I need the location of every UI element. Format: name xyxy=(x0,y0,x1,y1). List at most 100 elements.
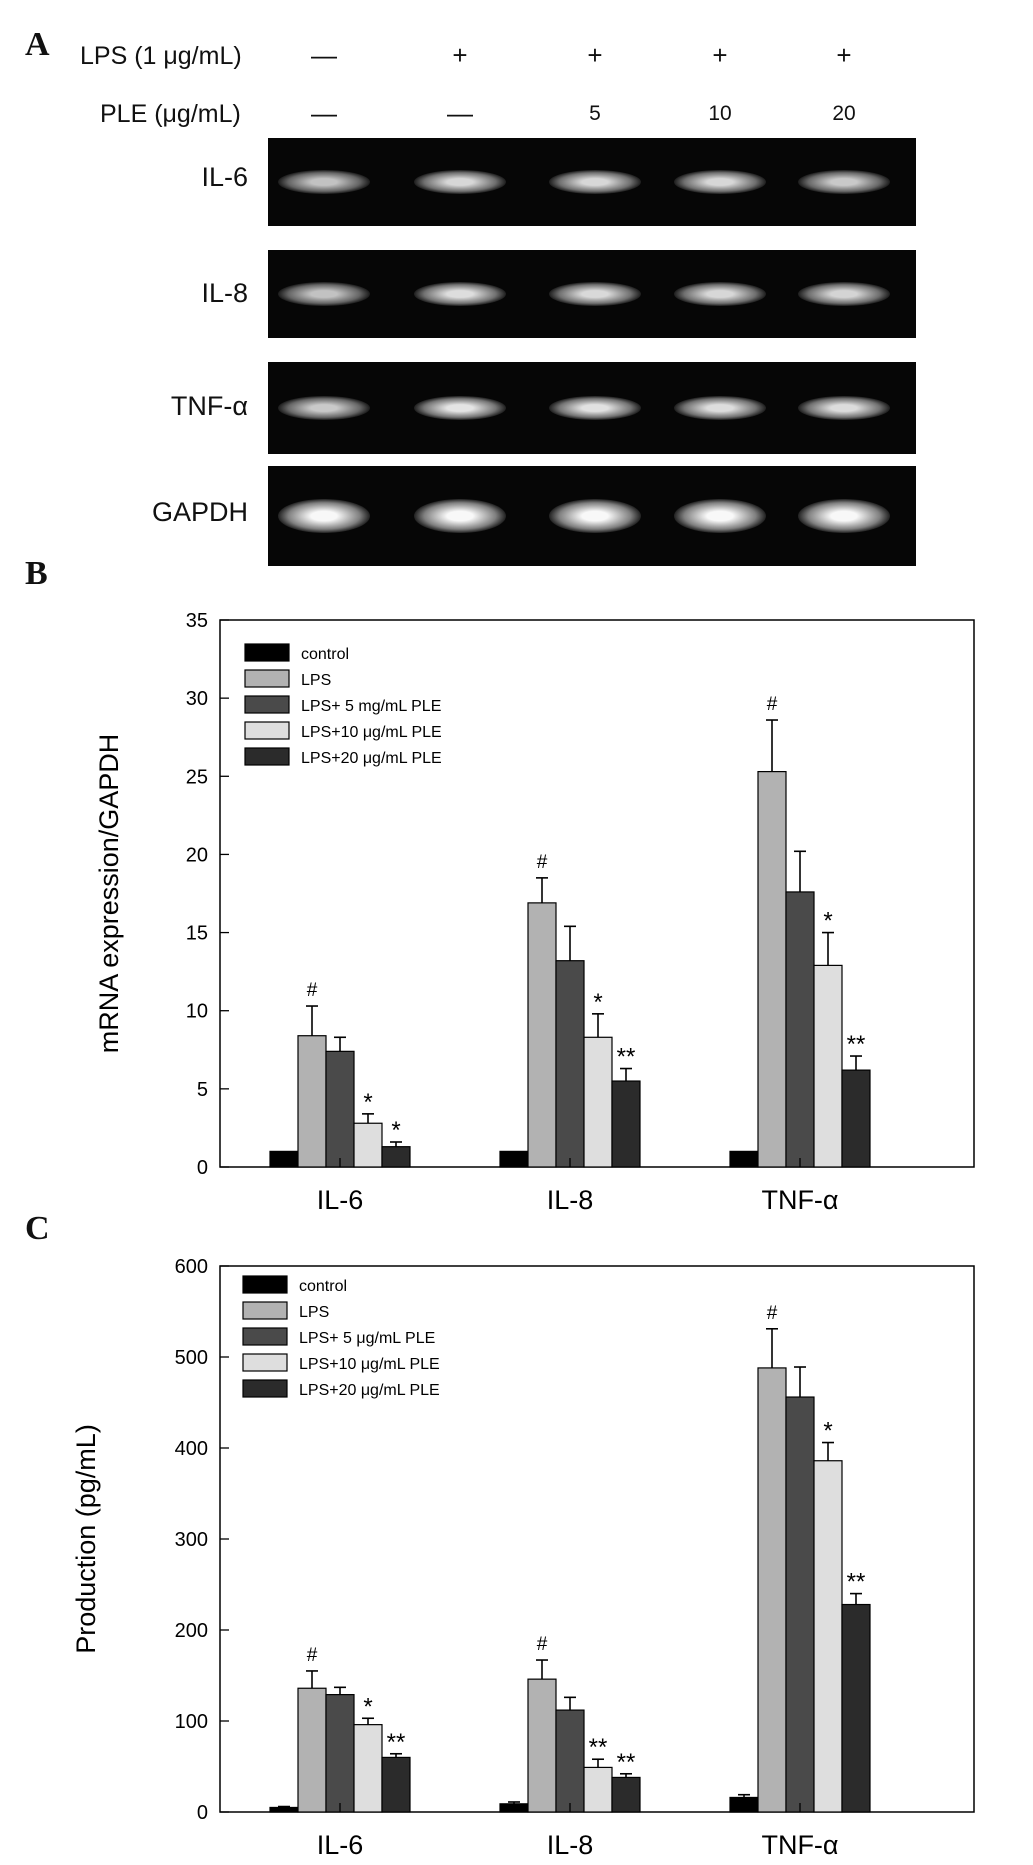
gel-band xyxy=(278,170,370,194)
condition-value: + xyxy=(836,40,852,70)
y-tick-label: 0 xyxy=(197,1157,208,1179)
gel-band xyxy=(674,396,766,420)
bar xyxy=(757,1367,787,1813)
gel-band xyxy=(798,170,890,194)
category-label: IL-6 xyxy=(317,1185,364,1215)
y-tick-label: 30 xyxy=(186,688,208,710)
bar xyxy=(555,1709,585,1813)
y-tick-label: 15 xyxy=(186,923,208,945)
lps-condition-label: LPS (1 μg/mL) xyxy=(80,42,242,70)
significance-mark: ** xyxy=(589,1734,608,1761)
legend-swatch xyxy=(242,1275,288,1294)
bar xyxy=(555,960,585,1168)
gel-band xyxy=(798,396,890,420)
gel-band xyxy=(278,499,370,533)
bar xyxy=(583,1036,613,1168)
bar xyxy=(785,891,815,1168)
legend-label: LPS+10 μg/mL PLE xyxy=(301,724,442,741)
significance-mark: ** xyxy=(617,1044,636,1071)
gel-band xyxy=(278,396,370,420)
bar xyxy=(527,902,557,1168)
y-tick-label: 400 xyxy=(175,1438,208,1460)
legend-label: control xyxy=(301,646,349,663)
legend-label: LPS+20 μg/mL PLE xyxy=(299,1382,440,1399)
legend-label: LPS xyxy=(301,672,331,689)
y-tick-label: 20 xyxy=(186,844,208,866)
gel-strip-il8 xyxy=(268,250,916,338)
gel-band xyxy=(549,282,641,306)
condition-value: — xyxy=(311,98,337,128)
gel-band xyxy=(674,499,766,533)
legend-label: LPS+10 μg/mL PLE xyxy=(299,1356,440,1373)
condition-value: + xyxy=(452,40,468,70)
gel-band xyxy=(674,282,766,306)
legend-swatch xyxy=(244,643,290,662)
bar xyxy=(841,1069,871,1168)
y-tick-label: 10 xyxy=(186,1001,208,1023)
bar xyxy=(841,1603,871,1813)
bar xyxy=(757,770,787,1168)
gel-band xyxy=(674,170,766,194)
bar xyxy=(325,1050,355,1168)
gel-strip-tnfa xyxy=(268,362,916,454)
bar xyxy=(611,1776,641,1813)
legend-label: control xyxy=(299,1278,347,1295)
gel-band xyxy=(798,282,890,306)
condition-value: — xyxy=(311,40,337,70)
bar xyxy=(527,1678,557,1813)
gel-band xyxy=(414,499,506,533)
significance-mark: * xyxy=(363,1693,372,1720)
condition-value: — xyxy=(447,98,473,128)
category-label: IL-8 xyxy=(547,1185,594,1215)
bar xyxy=(729,1150,759,1168)
y-tick-label: 25 xyxy=(186,766,208,788)
y-tick-label: 500 xyxy=(175,1347,208,1369)
bar xyxy=(499,1150,529,1168)
gel-label-tnfa: TNF-α xyxy=(170,391,248,421)
y-tick-label: 200 xyxy=(175,1620,208,1642)
y-tick-label: 5 xyxy=(197,1079,208,1101)
bar xyxy=(813,1460,843,1813)
bar xyxy=(611,1080,641,1168)
category-label: IL-8 xyxy=(547,1830,594,1860)
bar xyxy=(813,964,843,1168)
bar xyxy=(297,1035,327,1168)
legend-swatch xyxy=(242,1301,288,1320)
bar xyxy=(325,1694,355,1813)
y-axis-label: mRNA expression/GAPDH xyxy=(94,734,124,1054)
legend-label: LPS+ 5 μg/mL PLE xyxy=(299,1330,435,1347)
bar xyxy=(729,1796,759,1813)
y-axis-label: Production (pg/mL) xyxy=(71,1424,101,1654)
significance-mark: ** xyxy=(847,1569,866,1596)
condition-value: + xyxy=(712,40,728,70)
significance-mark: * xyxy=(823,1418,832,1445)
bar xyxy=(381,1146,411,1168)
gel-band xyxy=(414,282,506,306)
legend-label: LPS xyxy=(299,1304,329,1321)
bar xyxy=(269,1806,299,1813)
condition-value: 20 xyxy=(832,102,856,125)
significance-mark: * xyxy=(391,1117,400,1144)
ple-condition-label: PLE (μg/mL) xyxy=(100,100,241,128)
significance-mark: ** xyxy=(847,1031,866,1058)
y-tick-label: 300 xyxy=(175,1529,208,1551)
legend-swatch xyxy=(244,669,290,688)
legend-swatch xyxy=(244,695,290,714)
gel-label-il6: IL-6 xyxy=(201,162,248,192)
bar xyxy=(785,1396,815,1813)
gel-band xyxy=(549,170,641,194)
significance-mark: ** xyxy=(387,1729,406,1756)
legend-swatch xyxy=(242,1327,288,1346)
legend-swatch xyxy=(244,721,290,740)
bar xyxy=(353,1122,383,1168)
bar xyxy=(297,1687,327,1813)
category-label: IL-6 xyxy=(317,1830,364,1860)
significance-mark: # xyxy=(537,1634,548,1655)
y-tick-label: 600 xyxy=(175,1256,208,1278)
panel-a-letter: A xyxy=(25,26,50,63)
gel-label-gapdh: GAPDH xyxy=(151,497,248,527)
y-tick-label: 100 xyxy=(175,1711,208,1733)
condition-value: + xyxy=(587,40,603,70)
